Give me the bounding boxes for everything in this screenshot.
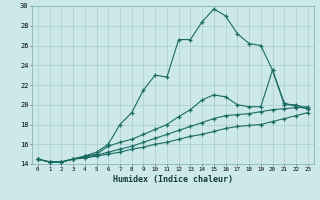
X-axis label: Humidex (Indice chaleur): Humidex (Indice chaleur): [113, 175, 233, 184]
